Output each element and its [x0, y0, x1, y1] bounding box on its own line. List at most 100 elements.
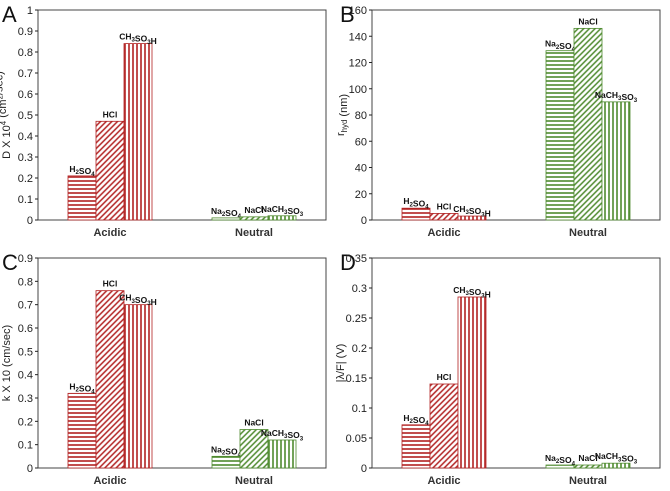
y-tick-label: 0.3 — [18, 393, 33, 405]
category-label: Acidic — [93, 227, 126, 239]
bar — [267, 215, 297, 221]
bar-label: CH3SO3H — [453, 285, 491, 299]
chart-panel-c: C 0 0.1 0.2 0.3 0.4 0.5 0.6 0.7 0.8 0.9 k X 10 (cm/… — [1, 250, 327, 487]
category-label: Neutral — [235, 227, 273, 239]
bar-label: HCl — [437, 372, 452, 382]
panel-letter: C — [2, 250, 18, 275]
bar — [457, 215, 487, 221]
category-label: Neutral — [235, 475, 273, 487]
chart-panel-d: D 0 0.05 0.1 0.15 0.2 0.25 0.3 0.35 |λ/F| (V) H2SO… — [335, 250, 661, 487]
y-tick-label: 0.15 — [346, 373, 367, 385]
y-tick-label: 0.9 — [18, 253, 33, 265]
y-tick-label: 80 — [355, 110, 367, 122]
y-tick-label: 0.1 — [18, 440, 33, 452]
y-tick-label: 160 — [349, 5, 367, 17]
y-axis-label: rhyd (nm) — [335, 94, 350, 136]
y-tick-label: 0.2 — [18, 416, 33, 428]
category-label: Acidic — [93, 475, 126, 487]
category-label: Neutral — [569, 227, 607, 239]
y-tick-label: 0.3 — [352, 283, 367, 295]
panel-letter: D — [340, 250, 356, 275]
plot-frame — [371, 257, 661, 469]
bar — [267, 439, 297, 469]
y-tick-label: 0 — [361, 463, 367, 475]
y-axis-label: |λ/F| (V) — [335, 344, 347, 383]
bar — [239, 429, 269, 469]
y-tick-label: 0 — [361, 215, 367, 227]
y-tick-label: 0.9 — [18, 26, 33, 38]
bar-label: Na2SO4 — [211, 444, 242, 458]
bar — [457, 296, 487, 469]
bar — [95, 120, 125, 221]
y-tick-label: 140 — [349, 31, 367, 43]
y-tick-label: 0.2 — [352, 343, 367, 355]
y-tick-label: 0.4 — [18, 131, 33, 143]
y-tick-label: 0.6 — [18, 89, 33, 101]
bar-label: Na2SO4 — [211, 206, 242, 220]
bar-label: H2SO4 — [403, 413, 429, 427]
bar-label: HCl — [437, 201, 452, 211]
y-tick-label: 0.5 — [18, 346, 33, 358]
y-tick-label: 20 — [355, 189, 367, 201]
bar-label: NaCl — [578, 16, 597, 26]
bar-label: NaCl — [244, 205, 263, 215]
bar-label: NaCH3SO3 — [595, 90, 638, 104]
bar — [601, 101, 631, 221]
bar-label: H2SO4 — [69, 381, 95, 395]
bar-label: Na2SO4 — [545, 39, 576, 53]
bar-label: NaCH3SO3 — [261, 428, 304, 442]
y-tick-label: 0.8 — [18, 47, 33, 59]
panel-letter: A — [2, 2, 17, 27]
bar — [67, 175, 97, 221]
bar — [123, 304, 153, 469]
y-tick-label: 0.6 — [18, 323, 33, 335]
plot-frame — [37, 257, 327, 469]
y-tick-label: 0.35 — [346, 253, 367, 265]
y-tick-label: 0 — [27, 215, 33, 227]
bar-label: CH3SO3H — [119, 293, 157, 307]
y-tick-label: 0.7 — [18, 300, 33, 312]
y-tick-label: 0.4 — [18, 370, 33, 382]
bar — [573, 464, 603, 469]
y-tick-label: 0.05 — [346, 433, 367, 445]
bar-label: NaCl — [244, 418, 263, 428]
bar-label: H2SO4 — [69, 164, 95, 178]
y-tick-label: 100 — [349, 84, 367, 96]
bar-label: H2SO4 — [403, 196, 429, 210]
chart-panel-b: B 0 20 40 60 80 100 120 140 160 rhyd (nm) H2SO4 HCl C… — [335, 2, 661, 239]
y-tick-label: 0.5 — [18, 110, 33, 122]
y-tick-label: 0.7 — [18, 68, 33, 80]
y-tick-label: 0.3 — [18, 152, 33, 164]
y-tick-label: 0.8 — [18, 276, 33, 288]
bar — [211, 455, 241, 469]
bar — [545, 464, 575, 469]
y-tick-label: 1 — [27, 5, 33, 17]
bar-label: Na2SO4 — [545, 453, 576, 467]
y-tick-label: 0.1 — [352, 403, 367, 415]
bar — [601, 462, 631, 469]
y-tick-label: 0.2 — [18, 173, 33, 185]
bar — [211, 217, 241, 221]
bar — [123, 43, 153, 221]
bar — [401, 424, 431, 469]
y-tick-label: 60 — [355, 136, 367, 148]
bar-label: HCl — [103, 109, 118, 119]
bar-label: CH3SO3H — [453, 204, 491, 218]
bar-label: NaCH3SO3 — [261, 204, 304, 218]
y-tick-label: 40 — [355, 163, 367, 175]
bar-label: HCl — [103, 279, 118, 289]
y-axis-label: D X 104 (cm2/sec) — [0, 71, 13, 159]
category-label: Neutral — [569, 475, 607, 487]
bar-label: CH3SO3H — [119, 32, 157, 46]
bar — [95, 290, 125, 469]
y-axis-label: k X 10 (cm/sec) — [1, 325, 13, 401]
category-label: Acidic — [427, 227, 460, 239]
y-tick-label: 120 — [349, 58, 367, 70]
bar — [429, 213, 459, 221]
y-tick-label: 0.25 — [346, 313, 367, 325]
bar — [67, 392, 97, 469]
bar — [429, 383, 459, 469]
category-label: Acidic — [427, 475, 460, 487]
bar-label: NaCH3SO3 — [595, 451, 638, 465]
